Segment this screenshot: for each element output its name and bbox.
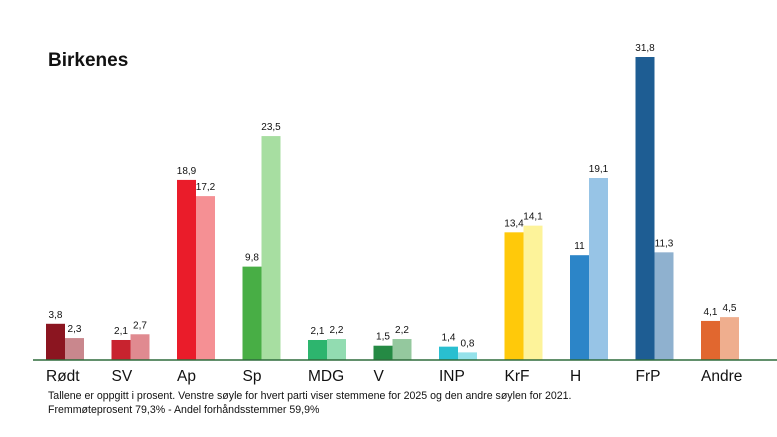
bar-frp-2025 bbox=[635, 57, 655, 360]
category-label-frp: FrP bbox=[636, 368, 661, 385]
value-label-sp-2021: 23,5 bbox=[261, 122, 281, 133]
chart-title: Birkenes bbox=[48, 50, 128, 71]
bar-v-2021 bbox=[392, 339, 412, 360]
bar-frp-2021 bbox=[654, 252, 674, 360]
bar-sv-2021 bbox=[130, 334, 150, 360]
value-label-andre-2021: 4,5 bbox=[723, 303, 737, 314]
bar-krf-2025 bbox=[504, 232, 524, 360]
category-label-sp: Sp bbox=[243, 368, 262, 385]
value-label-inp-2025: 1,4 bbox=[442, 333, 456, 344]
footnote-line-2: Fremmøteprosent 79,3% - Andel forhåndsst… bbox=[48, 404, 320, 416]
category-label-sv: SV bbox=[112, 368, 133, 385]
category-label-ap: Ap bbox=[177, 368, 196, 385]
value-label-mdg-2021: 2,2 bbox=[330, 325, 344, 336]
value-label-sp-2025: 9,8 bbox=[245, 253, 259, 264]
value-label-krf-2025: 13,4 bbox=[504, 218, 524, 229]
value-label-mdg-2025: 2,1 bbox=[311, 326, 325, 337]
value-label-sv-2025: 2,1 bbox=[114, 326, 128, 337]
value-label-ap-2025: 18,9 bbox=[177, 166, 197, 177]
bars-group bbox=[46, 57, 739, 360]
value-label-frp-2025: 31,8 bbox=[635, 43, 655, 54]
category-label-inp: INP bbox=[439, 368, 465, 385]
value-label-rodt-2021: 2,3 bbox=[68, 324, 82, 335]
value-label-inp-2021: 0,8 bbox=[461, 338, 475, 349]
bar-mdg-2021 bbox=[327, 339, 346, 360]
bar-h-2025 bbox=[570, 255, 589, 360]
value-label-frp-2021: 11,3 bbox=[655, 238, 674, 249]
bar-mdg-2025 bbox=[308, 339, 327, 360]
bar-sp-2025 bbox=[242, 266, 262, 360]
bar-sv-2025 bbox=[111, 339, 131, 360]
bar-rodt-2025 bbox=[46, 323, 65, 360]
bar-ap-2025 bbox=[177, 179, 196, 360]
bar-ap-2021 bbox=[196, 196, 215, 360]
bar-sp-2021 bbox=[261, 136, 281, 360]
bar-andre-2021 bbox=[720, 317, 739, 360]
category-label-krf: KrF bbox=[505, 368, 530, 385]
bar-inp-2021 bbox=[458, 352, 477, 360]
value-label-rodt-2025: 3,8 bbox=[49, 310, 63, 321]
value-labels-group: 3,8 2,3 2,1 2,7 18,9 17,2 9,8 23,5 2,1 2,2 1,5 2,2 1… bbox=[49, 43, 737, 349]
value-label-h-2021: 19,1 bbox=[589, 164, 609, 175]
category-label-andre: Andre bbox=[701, 368, 742, 385]
bar-rodt-2021 bbox=[65, 338, 84, 360]
bar-andre-2025 bbox=[701, 320, 720, 360]
value-label-sv-2021: 2,7 bbox=[133, 320, 147, 331]
value-label-krf-2021: 14,1 bbox=[523, 212, 543, 223]
category-label-mdg: MDG bbox=[308, 368, 344, 385]
category-label-rodt: Rødt bbox=[46, 368, 80, 385]
footnote-line-1: Tallene er oppgitt i prosent. Venstre sø… bbox=[48, 390, 572, 402]
value-label-v-2025: 1,5 bbox=[376, 332, 390, 343]
value-label-h-2025: 11 bbox=[574, 241, 585, 252]
category-label-v: V bbox=[374, 368, 385, 385]
bar-h-2021 bbox=[589, 178, 608, 360]
value-label-ap-2021: 17,2 bbox=[196, 182, 216, 193]
bar-inp-2025 bbox=[439, 346, 458, 360]
bar-krf-2021 bbox=[523, 225, 543, 360]
category-labels-group: Rødt SV Ap Sp MDG V INP KrF H FrP Andre bbox=[46, 368, 742, 385]
value-label-v-2021: 2,2 bbox=[395, 325, 409, 336]
bar-v-2025 bbox=[373, 345, 393, 360]
category-label-h: H bbox=[570, 368, 581, 385]
value-label-andre-2025: 4,1 bbox=[704, 307, 718, 318]
